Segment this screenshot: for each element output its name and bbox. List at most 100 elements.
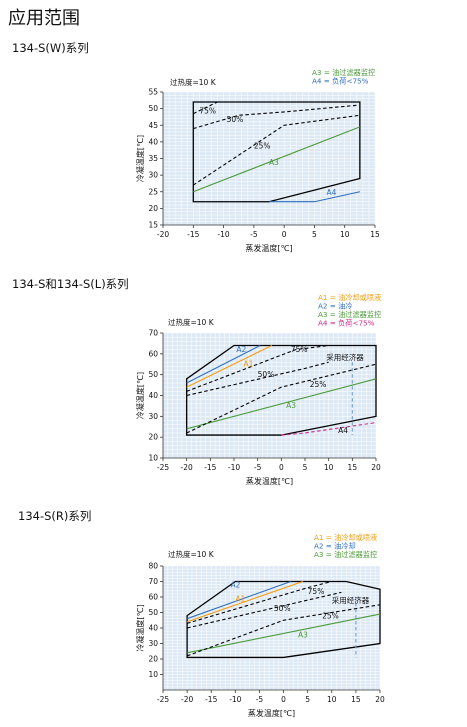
y-tick-label: 35	[148, 154, 158, 163]
y-tick-label: 50	[148, 104, 158, 113]
y-tick-label: 30	[148, 639, 158, 648]
y-tick-label: 20	[148, 655, 158, 664]
legend-entry: A2 = 油冷	[318, 302, 352, 311]
series-line-A4	[281, 422, 377, 436]
annotation-label: 25%	[322, 612, 339, 621]
x-tick-label: -25	[157, 463, 169, 472]
x-tick-label: -10	[228, 463, 240, 472]
annotation-label: A3	[286, 401, 296, 410]
series-line-A3	[186, 378, 377, 430]
x-tick-label: 10	[324, 463, 334, 472]
x-axis-label: 蒸发温度[℃]	[248, 708, 295, 718]
annotation-label: 50%	[258, 370, 275, 379]
y-axis-label: 冷凝温度[℃]	[135, 135, 145, 182]
series-line-75pct	[186, 344, 329, 392]
x-tick-label: -10	[229, 695, 241, 704]
x-tick-label: 20	[371, 463, 381, 472]
section-title-134-s-r: 134-S(R)系列	[18, 509, 92, 523]
x-tick-label: -15	[204, 463, 216, 472]
x-tick-label: 15	[348, 463, 358, 472]
x-tick-label: 5	[312, 230, 317, 239]
y-tick-label: 80	[148, 562, 158, 571]
legend-entry: A2 = 油冷却	[314, 542, 356, 551]
y-tick-label: 50	[148, 608, 158, 617]
x-tick-label: 10	[327, 695, 337, 704]
series-line-A1	[186, 580, 304, 623]
series-line-25pct	[186, 604, 381, 657]
y-tick-label: 20	[148, 433, 158, 442]
series-line-75pct	[193, 101, 218, 115]
x-tick-label: -25	[157, 695, 169, 704]
annotation-label: A3	[269, 158, 279, 167]
series-line-A2	[186, 580, 291, 620]
annotation-label: A2	[236, 345, 246, 354]
legend-entry: A4 = 负荷<75%	[318, 319, 375, 328]
x-tick-label: 0	[282, 230, 287, 239]
annotation-label: 75%	[291, 345, 308, 354]
series-line-A2	[186, 345, 261, 384]
legend-entry: A1 = 油冷却或喷液	[314, 533, 377, 542]
y-tick-label: 50	[148, 370, 158, 379]
y-tick-label: 30	[148, 412, 158, 421]
x-tick-label: 5	[303, 463, 308, 472]
annotation-label: 50%	[274, 604, 291, 613]
x-tick-label: 0	[281, 695, 286, 704]
section-title-134-s-l: 134-S和134-S(L)系列	[12, 277, 129, 291]
legend-entry: A3 = 油过滤器监控	[318, 310, 381, 319]
x-tick-label: 5	[305, 695, 310, 704]
annotation-label: A2	[231, 581, 241, 590]
annotation-label: A4	[327, 188, 337, 197]
x-tick-label: 0	[279, 463, 284, 472]
series-line-50pct	[186, 361, 329, 397]
y-tick-label: 30	[148, 171, 158, 180]
series-line-A4	[269, 191, 360, 203]
legend-entry: A4 = 负荷<75%	[312, 77, 369, 86]
y-tick-label: 40	[148, 391, 158, 400]
series-line-envelope	[186, 580, 381, 659]
annotation-label: A1	[235, 595, 245, 604]
y-tick-label: 55	[148, 88, 158, 97]
series-line-A3	[187, 613, 381, 654]
annotation-label: 25%	[310, 380, 327, 389]
x-tick-label: 20	[375, 695, 385, 704]
y-tick-label: 70	[148, 577, 158, 586]
annotation-label: 75%	[308, 587, 325, 596]
y-axis-label: 冷凝温度[℃]	[135, 372, 145, 419]
series-line-envelope	[186, 344, 377, 436]
annotation-label: 采用经济器	[326, 352, 364, 362]
series-line-A3	[193, 126, 361, 193]
x-tick-label: -10	[217, 230, 229, 239]
legend-entry: A3 = 油过滤器监控	[312, 68, 375, 77]
x-tick-label: 10	[340, 230, 350, 239]
y-tick-label: 20	[148, 204, 158, 213]
series-line-25pct	[186, 363, 377, 434]
x-tick-label: -5	[256, 695, 264, 704]
y-tick-label: 15	[148, 221, 158, 230]
annotation-label: 75%	[199, 106, 216, 115]
x-tick-label: -20	[181, 463, 193, 472]
y-tick-label: 60	[148, 593, 158, 602]
series-line-50pct	[193, 104, 357, 130]
chart-subtitle: 过热度=10 K	[168, 317, 215, 327]
chart-subtitle: 过热度=10 K	[170, 77, 217, 87]
y-tick-label: 25	[148, 187, 158, 196]
y-tick-label: 10	[148, 454, 158, 463]
legend-entry: A1 = 油冷却或喷液	[318, 293, 381, 302]
x-tick-label: 15	[351, 695, 361, 704]
x-tick-label: -5	[254, 463, 262, 472]
series-line-25pct	[192, 114, 360, 186]
y-tick-label: 40	[148, 137, 158, 146]
series-line-50pct	[186, 591, 342, 629]
legend-entry: A3 = 油过滤器监控	[314, 550, 377, 559]
annotation-label: 25%	[254, 142, 271, 151]
annotation-label: 采用经济器	[332, 595, 370, 605]
y-axis-label: 冷凝温度[℃]	[135, 604, 145, 651]
y-tick-label: 45	[148, 121, 158, 130]
series-line-A1	[186, 345, 273, 388]
x-tick-label: -15	[187, 230, 199, 239]
x-tick-label: -15	[205, 695, 217, 704]
annotation-label: A3	[298, 630, 308, 639]
